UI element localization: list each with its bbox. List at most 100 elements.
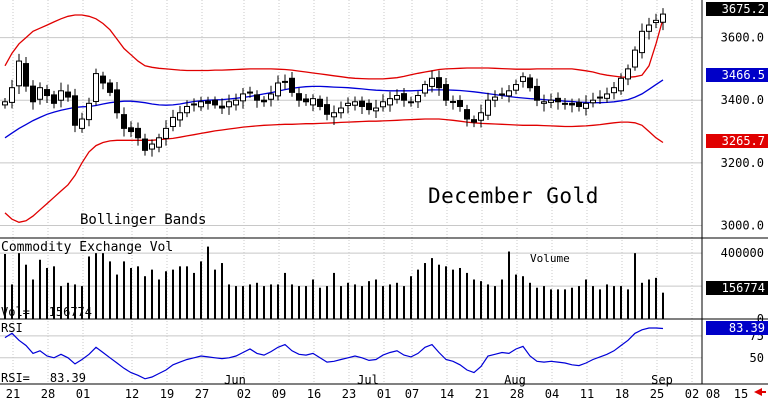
candle-body — [520, 76, 526, 82]
upper-bollinger-band — [4, 14, 664, 80]
last-volume-label: 156774 — [722, 281, 765, 295]
candle-body — [387, 98, 393, 106]
x-day-label: 18 — [615, 387, 629, 401]
last-price-label-bg — [706, 2, 768, 16]
last-rsi-label-bg — [706, 321, 768, 335]
candle-body — [541, 101, 547, 104]
candle-body — [653, 19, 659, 24]
candle-body — [163, 127, 169, 139]
candle-body — [296, 93, 302, 101]
price-axis-label: 3200.0 — [721, 156, 764, 170]
x-day-label: 21 — [6, 387, 20, 401]
candle-body — [373, 107, 379, 112]
price-axis-label: 3600.0 — [721, 31, 764, 45]
x-day-label: 02 — [685, 387, 699, 401]
rsi-readout-value: 83.39 — [50, 371, 86, 385]
candle-body — [114, 89, 120, 114]
x-day-label: 11 — [580, 387, 594, 401]
candle-body — [51, 94, 57, 104]
x-day-label: 09 — [272, 387, 286, 401]
candle-body — [240, 93, 246, 102]
price-axis-label: 3000.0 — [721, 218, 764, 232]
volume-readout-value: 156774 — [49, 305, 92, 319]
x-day-label: 23 — [342, 387, 356, 401]
candle-body — [9, 87, 15, 103]
volume-layer — [4, 246, 664, 319]
bollinger-annotation: Bollinger Bands — [80, 212, 206, 228]
x-month-label: Jul — [357, 373, 379, 387]
candle-body — [338, 107, 344, 114]
candle-body — [184, 105, 190, 114]
last-volume-label-bg — [706, 281, 768, 295]
candle-body — [562, 102, 568, 105]
candle-body — [604, 93, 610, 99]
candle-body — [401, 93, 407, 101]
candle-body — [576, 101, 582, 107]
candle-body — [30, 85, 36, 103]
candle-body — [548, 99, 554, 103]
x-day-label: 25 — [650, 387, 664, 401]
candle-body — [254, 94, 260, 101]
candle-body — [142, 138, 148, 151]
candle-body — [261, 99, 267, 103]
candle-body — [65, 91, 71, 98]
candle-body — [443, 84, 449, 101]
volume-readout-label: Vol= — [1, 305, 30, 319]
candle-body — [191, 103, 197, 106]
x-day-label: 27 — [195, 387, 209, 401]
candle-body — [86, 102, 92, 121]
candle-body — [429, 77, 435, 87]
candle-body — [590, 99, 596, 104]
candle-body — [471, 119, 477, 123]
lower-band-price-label: 3265.7 — [722, 134, 765, 148]
candle-body — [436, 77, 442, 89]
rsi-axis-label: 50 — [750, 351, 764, 365]
candle-body — [583, 102, 589, 109]
candle-body — [37, 87, 43, 100]
x-day-label: 19 — [160, 387, 174, 401]
candle-body — [93, 73, 99, 102]
candle-body — [352, 101, 358, 106]
candle-body — [464, 109, 470, 120]
candle-body — [632, 49, 638, 68]
candle-body — [58, 90, 64, 101]
scroll-arrow-icon[interactable] — [754, 388, 762, 396]
lower-band-price-label-bg — [706, 134, 768, 148]
candle-body — [625, 68, 631, 80]
x-day-label: 15 — [734, 387, 748, 401]
candle-body — [233, 99, 239, 106]
candle-body — [611, 87, 617, 94]
candle-body — [16, 60, 22, 87]
rsi-panel-title: RSI — [1, 321, 23, 335]
volume-axis-label: 0 — [757, 312, 764, 326]
candle-body — [128, 127, 134, 133]
candle-body — [44, 89, 50, 97]
x-day-label: 01 — [377, 387, 391, 401]
candle-body — [205, 100, 211, 104]
candle-body — [156, 137, 162, 148]
candle-body — [331, 112, 337, 118]
candle-body — [170, 116, 176, 128]
candle-body — [282, 80, 288, 83]
candle-body — [415, 95, 421, 103]
candle-body — [135, 127, 141, 139]
candle-body — [618, 77, 624, 92]
scroll-arrow-stem[interactable] — [760, 391, 766, 393]
price-axis-label: 3400.0 — [721, 93, 764, 107]
candle-body — [247, 91, 253, 94]
candle-body — [226, 101, 232, 108]
candle-body — [310, 98, 316, 106]
rsi-readout-label: RSI= — [1, 371, 30, 385]
candle-body — [569, 102, 575, 106]
x-axis-layer: 21 28 01 12 19 27 02 09 16 23 01 07 14 21 28 04 11 18 25 02… — [6, 373, 748, 401]
candle-body — [380, 101, 386, 108]
x-day-label: 07 — [405, 387, 419, 401]
candle-body — [177, 112, 183, 121]
candle-body — [198, 101, 204, 108]
x-month-label: Aug — [504, 373, 526, 387]
candle-body — [555, 97, 561, 103]
x-day-label: 12 — [125, 387, 139, 401]
last-price-label: 3675.2 — [722, 2, 765, 16]
